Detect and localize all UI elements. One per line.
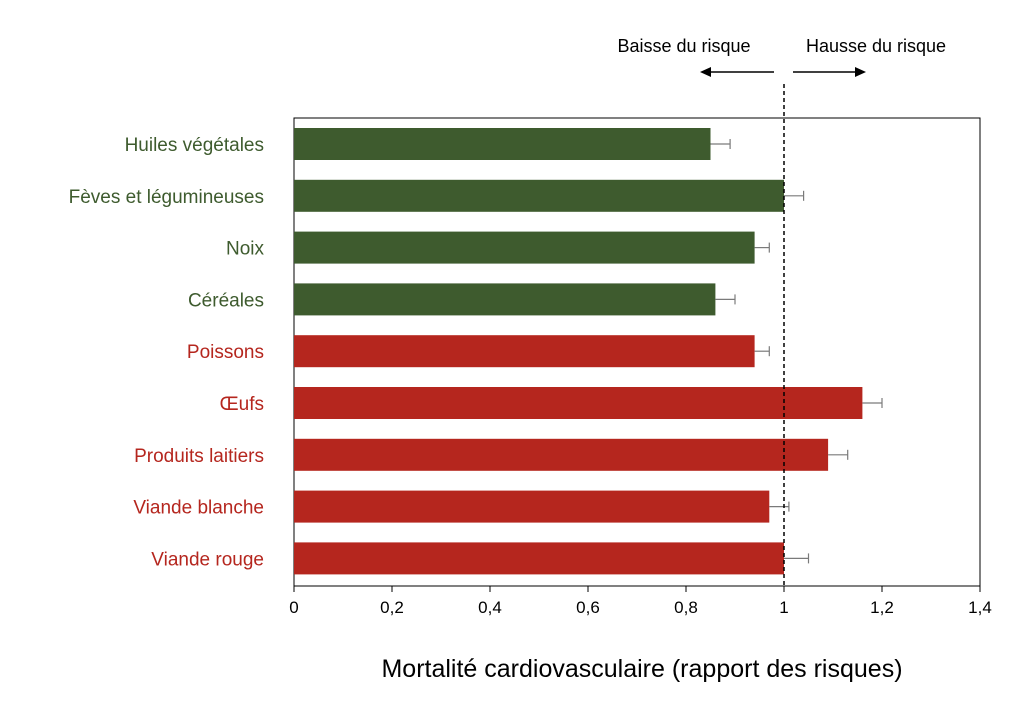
category-labels-layer: Huiles végétales Fèves et légumineuses Noi… <box>69 135 265 570</box>
annotation-baisse-du-risque: Baisse du risque <box>617 36 750 56</box>
bar-produits-laitiers <box>294 438 829 471</box>
x-tick-label-5: 1 <box>779 598 788 617</box>
x-tick-label-3: 0,6 <box>576 598 600 617</box>
x-tick-label-2: 0,4 <box>478 598 502 617</box>
bar-noix <box>294 231 755 264</box>
annotation-hausse-du-risque: Hausse du risque <box>806 36 946 56</box>
x-tick-label-1: 0,2 <box>380 598 404 617</box>
category-label-viande-rouge: Viande rouge <box>151 549 264 570</box>
bars-layer <box>294 128 863 575</box>
category-label-cereales: Céréales <box>188 290 264 311</box>
arrow-left-head <box>700 67 711 77</box>
x-tick-label-0: 0 <box>289 598 298 617</box>
bar-feves-et-legumineuses <box>294 179 784 212</box>
x-axis-ticks-layer: 0 0,2 0,4 0,6 0,8 1 1,2 1,4 <box>289 586 992 617</box>
category-label-feves-et-legumineuses: Fèves et légumineuses <box>69 187 264 208</box>
category-label-poissons: Poissons <box>187 342 264 363</box>
arrow-right-head <box>855 67 866 77</box>
category-label-produits-laitiers: Produits laitiers <box>134 446 264 467</box>
category-label-noix: Noix <box>226 239 265 260</box>
bar-viande-rouge <box>294 542 784 575</box>
x-tick-label-6: 1,2 <box>870 598 894 617</box>
bar-oeufs <box>294 387 863 419</box>
category-label-huiles-vegetales: Huiles végétales <box>125 135 264 156</box>
bar-cereales <box>294 283 716 316</box>
x-axis-title: Mortalité cardiovasculaire (rapport des … <box>381 655 902 683</box>
bar-huiles-vegetales <box>294 128 711 160</box>
bar-viande-blanche <box>294 490 770 523</box>
error-bars-layer <box>710 139 883 564</box>
x-tick-label-7: 1,4 <box>968 598 992 617</box>
category-label-oeufs: Œufs <box>220 394 264 415</box>
x-tick-label-4: 0,8 <box>674 598 698 617</box>
category-label-viande-blanche: Viande blanche <box>133 498 264 519</box>
bar-poissons <box>294 335 755 368</box>
